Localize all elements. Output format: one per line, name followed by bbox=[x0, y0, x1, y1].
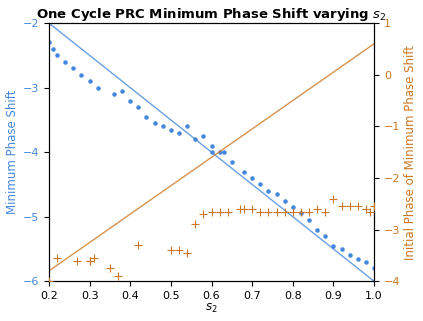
Point bbox=[249, 206, 255, 212]
Point bbox=[192, 222, 199, 227]
Title: One Cycle PRC Minimum Phase Shift varying $s_2$: One Cycle PRC Minimum Phase Shift varyin… bbox=[36, 5, 387, 22]
Point bbox=[297, 209, 304, 214]
Point bbox=[257, 209, 264, 214]
Point bbox=[346, 253, 353, 258]
Point bbox=[90, 256, 97, 261]
Point bbox=[297, 211, 304, 216]
Point bbox=[115, 273, 121, 279]
Point bbox=[367, 209, 374, 214]
Point bbox=[322, 233, 329, 239]
Y-axis label: Minimum Phase Shift: Minimum Phase Shift bbox=[5, 90, 19, 214]
Y-axis label: Initial Phase of Minimum Phase Shift: Initial Phase of Minimum Phase Shift bbox=[404, 45, 418, 260]
Point bbox=[289, 209, 296, 214]
Point bbox=[86, 258, 93, 263]
Point bbox=[363, 206, 369, 212]
Point bbox=[322, 209, 329, 214]
Point bbox=[354, 204, 361, 209]
Point bbox=[281, 209, 288, 214]
Point bbox=[273, 209, 280, 214]
Point bbox=[289, 204, 296, 210]
Point bbox=[62, 59, 69, 65]
Point bbox=[151, 121, 158, 126]
Point bbox=[220, 150, 227, 155]
Point bbox=[228, 159, 235, 164]
Point bbox=[306, 217, 313, 222]
Point bbox=[241, 169, 247, 174]
Point bbox=[265, 209, 272, 214]
Point bbox=[241, 206, 247, 212]
Point bbox=[54, 256, 60, 261]
Point bbox=[54, 53, 60, 58]
Point bbox=[143, 114, 150, 119]
Point bbox=[46, 279, 52, 284]
Point bbox=[281, 198, 288, 203]
Point bbox=[208, 143, 215, 148]
Point bbox=[168, 248, 174, 253]
Point bbox=[110, 91, 117, 97]
Point bbox=[86, 258, 93, 263]
Point bbox=[306, 209, 313, 214]
Point bbox=[78, 72, 85, 77]
Point bbox=[176, 130, 182, 135]
Point bbox=[338, 204, 345, 209]
Point bbox=[371, 204, 377, 209]
Point bbox=[200, 134, 207, 139]
Point bbox=[119, 88, 126, 93]
Point bbox=[159, 124, 166, 129]
Point bbox=[46, 40, 52, 45]
Point bbox=[86, 79, 93, 84]
Point bbox=[192, 137, 199, 142]
Point bbox=[216, 209, 223, 214]
Point bbox=[176, 248, 182, 253]
Point bbox=[338, 247, 345, 252]
Point bbox=[265, 188, 272, 194]
Point bbox=[236, 206, 243, 212]
Point bbox=[371, 266, 377, 271]
Point bbox=[208, 150, 215, 155]
Point bbox=[346, 204, 353, 209]
Point bbox=[94, 85, 101, 90]
Point bbox=[168, 127, 174, 132]
Point bbox=[135, 243, 142, 248]
Point bbox=[330, 243, 337, 248]
Point bbox=[249, 175, 255, 180]
Point bbox=[224, 209, 231, 214]
Point bbox=[70, 66, 77, 71]
Point bbox=[135, 104, 142, 109]
Point bbox=[363, 259, 369, 265]
Point bbox=[314, 227, 321, 232]
Point bbox=[127, 98, 134, 103]
Point bbox=[107, 266, 113, 271]
Point bbox=[200, 212, 207, 217]
Point bbox=[273, 192, 280, 197]
Point bbox=[49, 46, 56, 51]
Point bbox=[257, 182, 264, 187]
Point bbox=[74, 258, 81, 263]
Point bbox=[208, 209, 215, 214]
Point bbox=[184, 250, 190, 256]
Point bbox=[330, 196, 337, 201]
Point bbox=[216, 150, 223, 155]
X-axis label: $s_2$: $s_2$ bbox=[205, 302, 218, 316]
Point bbox=[184, 124, 190, 129]
Point bbox=[354, 256, 361, 261]
Point bbox=[314, 206, 321, 212]
